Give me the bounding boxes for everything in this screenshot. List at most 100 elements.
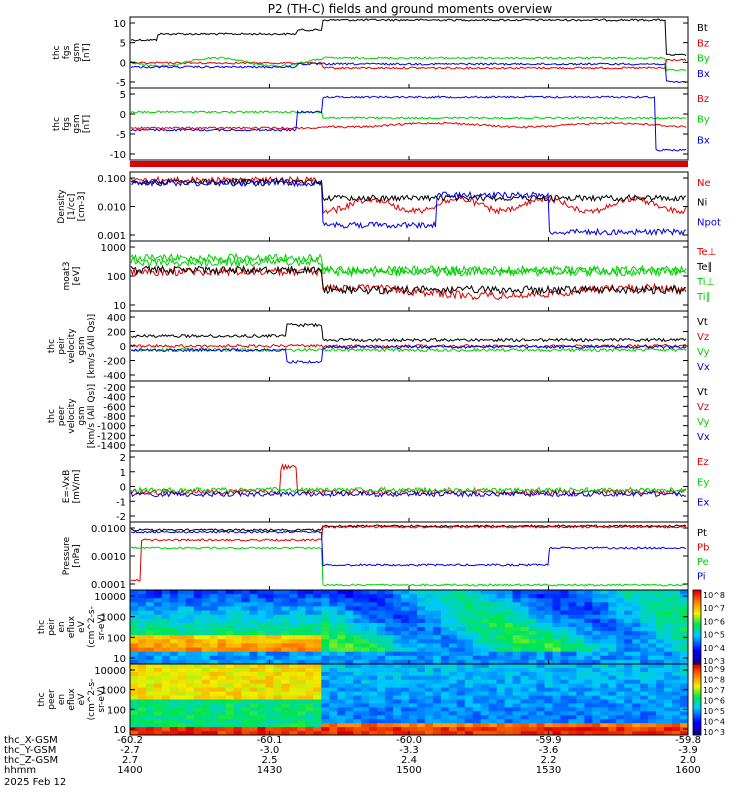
heat-cell: [568, 707, 577, 712]
heat-cell: [345, 691, 354, 696]
heat-cell: [600, 719, 609, 724]
heat-cell: [385, 639, 394, 644]
heat-cell: [225, 647, 235, 653]
heat-cell: [616, 610, 625, 616]
heat-cell: [313, 618, 322, 624]
heat-cell: [145, 602, 155, 607]
heat-cell: [265, 627, 274, 632]
heat-cell: [297, 679, 306, 685]
heat-cell: [361, 598, 370, 603]
heat-cell: [241, 590, 250, 595]
heat-cell: [385, 711, 394, 716]
heat-cell: [616, 639, 625, 644]
heat-cell: [337, 618, 346, 624]
heat-cell: [488, 691, 498, 696]
heat-cell: [401, 635, 410, 640]
heat-cell: [169, 703, 179, 708]
heat-cell: [576, 707, 585, 712]
heat-cell: [145, 627, 155, 632]
heat-cell: [345, 731, 354, 736]
heat-cell: [305, 590, 314, 595]
heat-cell: [305, 655, 314, 661]
heat-cell: [664, 614, 673, 620]
heat-cell: [456, 715, 466, 720]
x-axis-value: -3.6: [539, 745, 559, 756]
heat-cell: [289, 598, 298, 603]
heat-cell: [233, 664, 242, 669]
heat-cell: [504, 683, 514, 688]
heat-cell: [138, 610, 147, 616]
heat-cell: [656, 659, 665, 665]
heat-cell: [624, 606, 633, 611]
heat-cell: [432, 664, 442, 669]
heat-cell: [432, 679, 442, 685]
colorbar-cell: [693, 671, 701, 674]
heat-cell: [377, 631, 386, 636]
legend-entry: Bx: [697, 69, 710, 80]
heat-cell: [201, 622, 211, 628]
heat-cell: [600, 675, 609, 681]
heat-cell: [464, 631, 474, 636]
heat-cell: [568, 683, 577, 688]
heat-cell: [289, 707, 298, 712]
heat-cell: [432, 639, 442, 644]
heat-cell: [297, 651, 306, 657]
heat-cell: [225, 715, 235, 720]
heat-cell: [608, 622, 617, 628]
heat-cell: [448, 695, 458, 700]
heat-cell: [305, 703, 314, 708]
heat-cell: [536, 590, 545, 595]
heat-cell: [417, 614, 426, 620]
heat-cell: [345, 679, 354, 685]
heat-cell: [568, 590, 577, 595]
heat-cell: [680, 651, 689, 657]
heat-cell: [385, 647, 394, 653]
heat-cell: [576, 667, 585, 673]
heat-cell: [488, 594, 498, 599]
heat-cell: [592, 723, 601, 728]
heat-cell: [552, 622, 561, 628]
heat-cell: [393, 667, 402, 673]
heat-cell: [409, 703, 418, 708]
heat-cell: [648, 598, 657, 603]
heat-cell: [456, 635, 466, 640]
heat-cell: [592, 659, 601, 665]
heat-cell: [552, 679, 561, 685]
heat-cell: [369, 610, 378, 616]
heat-cell: [321, 711, 330, 716]
heat-cell: [576, 602, 585, 607]
heat-cell: [488, 679, 498, 685]
heat-cell: [448, 594, 458, 599]
heat-cell: [432, 727, 442, 732]
heat-cell: [664, 691, 673, 696]
heat-cell: [329, 647, 338, 653]
heat-cell: [353, 655, 362, 661]
heat-cell: [193, 679, 203, 685]
heat-cell: [472, 627, 482, 632]
heat-cell: [369, 639, 378, 644]
heat-cell: [185, 602, 195, 607]
heat-cell: [193, 683, 203, 688]
heat-cell: [496, 590, 506, 595]
heat-cell: [640, 639, 649, 644]
heat-cell: [409, 622, 418, 628]
heat-cell: [345, 639, 354, 644]
heat-cell: [273, 664, 282, 669]
heat-cell: [130, 622, 139, 628]
x-axis-value: -59.9: [536, 735, 562, 746]
heat-cell: [528, 627, 537, 632]
heat-cell: [337, 664, 346, 669]
heat-cell: [401, 691, 410, 696]
heat-cell: [432, 647, 442, 653]
heat-cell: [417, 643, 426, 648]
heat-cell: [130, 664, 139, 669]
colorbar-tick: 10^3: [703, 728, 725, 737]
heat-cell: [393, 643, 402, 648]
heat-cell: [536, 671, 545, 677]
heat-cell: [297, 695, 306, 700]
heat-cell: [369, 651, 378, 657]
heat-cell: [209, 675, 219, 681]
heat-cell: [177, 614, 187, 620]
heat-cell: [369, 618, 378, 624]
heat-cell: [584, 627, 593, 632]
